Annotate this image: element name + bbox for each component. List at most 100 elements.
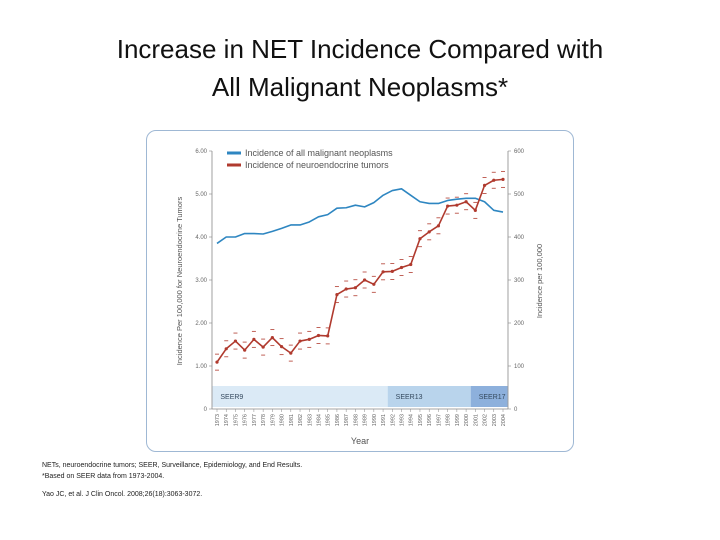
right-tick-label: 0 [514, 407, 518, 413]
registry-band-seer17 [470, 386, 508, 407]
registry-band-label-seer13: SEER13 [396, 394, 423, 401]
left-tick-label: 4.00 [195, 235, 207, 241]
net-point [390, 269, 394, 273]
net-point [270, 336, 274, 340]
left-tick-label: 1.00 [195, 364, 207, 370]
slide-title-line-2: All Malignant Neoplasms* [211, 72, 509, 102]
x-tick-label: 1995 [418, 414, 424, 426]
net-point [215, 360, 219, 364]
net-point [224, 347, 228, 351]
legend: Incidence of all malignant neoplasms Inc… [227, 148, 393, 170]
x-tick-label: 1984 [316, 414, 322, 426]
left-axis-title: Incidence Per 100,000 for Neuroendocrine… [175, 197, 184, 366]
net-point [427, 230, 431, 234]
right-axis-title: Incidence per 100,000 [535, 244, 544, 318]
net-point [307, 337, 311, 341]
net-point [261, 345, 265, 349]
net-point [298, 339, 302, 343]
net-point [473, 208, 477, 212]
net-point [344, 287, 348, 291]
net-point [316, 333, 321, 338]
net-point [289, 351, 293, 355]
registry-band-label-seer9: SEER9 [220, 394, 243, 401]
x-tick-label: 1991 [381, 414, 387, 426]
net-point [363, 278, 367, 282]
footnote-citation: Yao JC, et al. J Clin Oncol. 2008;26(18)… [42, 491, 203, 498]
net-point [455, 203, 459, 207]
x-tick-label: 2003 [492, 414, 498, 426]
net-point [372, 282, 376, 286]
x-tick-label: 1996 [427, 414, 433, 426]
x-tick-label: 1992 [390, 414, 396, 426]
net-point [409, 262, 413, 267]
plot-axes [211, 151, 509, 410]
left-tick-label: 3.00 [195, 278, 207, 284]
axis-ticks: 0 1.00 2.00 3.00 4.00 5.00 6.00 0 100 200 300 400 50… [195, 149, 524, 426]
x-tick-label: 1998 [446, 414, 452, 426]
registry-band-label-seer17: SEER17 [479, 394, 506, 401]
net-point [381, 270, 385, 274]
right-tick-label: 200 [514, 321, 525, 327]
x-tick-label: 1976 [243, 414, 249, 426]
x-tick-label: 1980 [280, 414, 286, 426]
x-tick-label: 1982 [298, 414, 304, 426]
x-tick-label: 1999 [455, 414, 461, 426]
footnote-abbreviations: NETs, neuroendocrine tumors; SEER, Surve… [42, 462, 303, 469]
x-tick-label: 1987 [344, 414, 350, 426]
x-tick-label: 1990 [372, 414, 378, 426]
net-point [353, 286, 357, 290]
x-tick-label: 2000 [464, 414, 470, 426]
legend-label-all-neoplasms: Incidence of all malignant neoplasms [245, 148, 393, 158]
right-tick-label: 400 [514, 235, 525, 241]
left-tick-label: 2.00 [195, 321, 207, 327]
net-point [464, 200, 468, 204]
footnote-data-source: *Based on SEER data from 1973-2004. [42, 473, 165, 480]
x-tick-label: 2002 [483, 414, 489, 426]
x-tick-label: 1983 [307, 414, 313, 426]
registry-band-seer9 [212, 386, 388, 407]
net-point [399, 265, 404, 270]
x-tick-label: 1986 [335, 414, 341, 426]
right-tick-label: 600 [514, 149, 525, 155]
net-point [252, 337, 256, 341]
net-point [492, 178, 496, 182]
right-tick-label: 300 [514, 278, 525, 284]
net-point [233, 339, 238, 343]
left-tick-label: 0 [204, 407, 208, 413]
slide-title: Increase in NET Incidence Compared with … [40, 30, 680, 106]
net-point [243, 348, 247, 352]
legend-label-net: Incidence of neuroendocrine tumors [245, 160, 389, 170]
x-tick-label: 2004 [501, 414, 507, 426]
x-tick-label: 1997 [436, 414, 442, 426]
chart-frame: SEER9 SEER13 SEER17 0 1.00 2.00 3.00 4.00 5.00 6… [146, 130, 574, 452]
net-point [418, 237, 422, 241]
slide-title-line-1: Increase in NET Incidence Compared with [116, 34, 604, 64]
x-tick-label: 1994 [409, 414, 415, 426]
x-tick-label: 1977 [252, 414, 258, 426]
x-tick-label: 1978 [261, 414, 267, 426]
net-point [501, 177, 505, 181]
net-point [326, 334, 330, 338]
series-lines [215, 170, 505, 371]
net-point [335, 293, 339, 297]
incidence-chart: SEER9 SEER13 SEER17 0 1.00 2.00 3.00 4.00 5.00 6… [175, 148, 544, 446]
x-tick-label: 1973 [215, 414, 221, 426]
net-point [482, 183, 487, 187]
x-tick-label: 1981 [289, 414, 295, 426]
x-tick-label: 1988 [353, 414, 359, 426]
right-tick-label: 500 [514, 192, 525, 198]
x-tick-label: 1993 [400, 414, 406, 426]
x-tick-label: 1975 [233, 414, 239, 426]
x-axis-title: Year [351, 436, 369, 446]
net-point [436, 224, 441, 228]
x-tick-label: 2001 [473, 414, 479, 426]
x-tick-label: 1985 [326, 414, 332, 426]
x-tick-label: 1974 [224, 414, 230, 426]
x-tick-label: 1979 [270, 414, 276, 426]
net-point [446, 204, 450, 208]
left-tick-label: 6.00 [195, 149, 207, 155]
registry-band-seer13 [387, 386, 471, 407]
net-point [279, 345, 284, 349]
registry-bands: SEER9 SEER13 SEER17 [212, 386, 508, 407]
left-tick-label: 5.00 [195, 192, 207, 198]
